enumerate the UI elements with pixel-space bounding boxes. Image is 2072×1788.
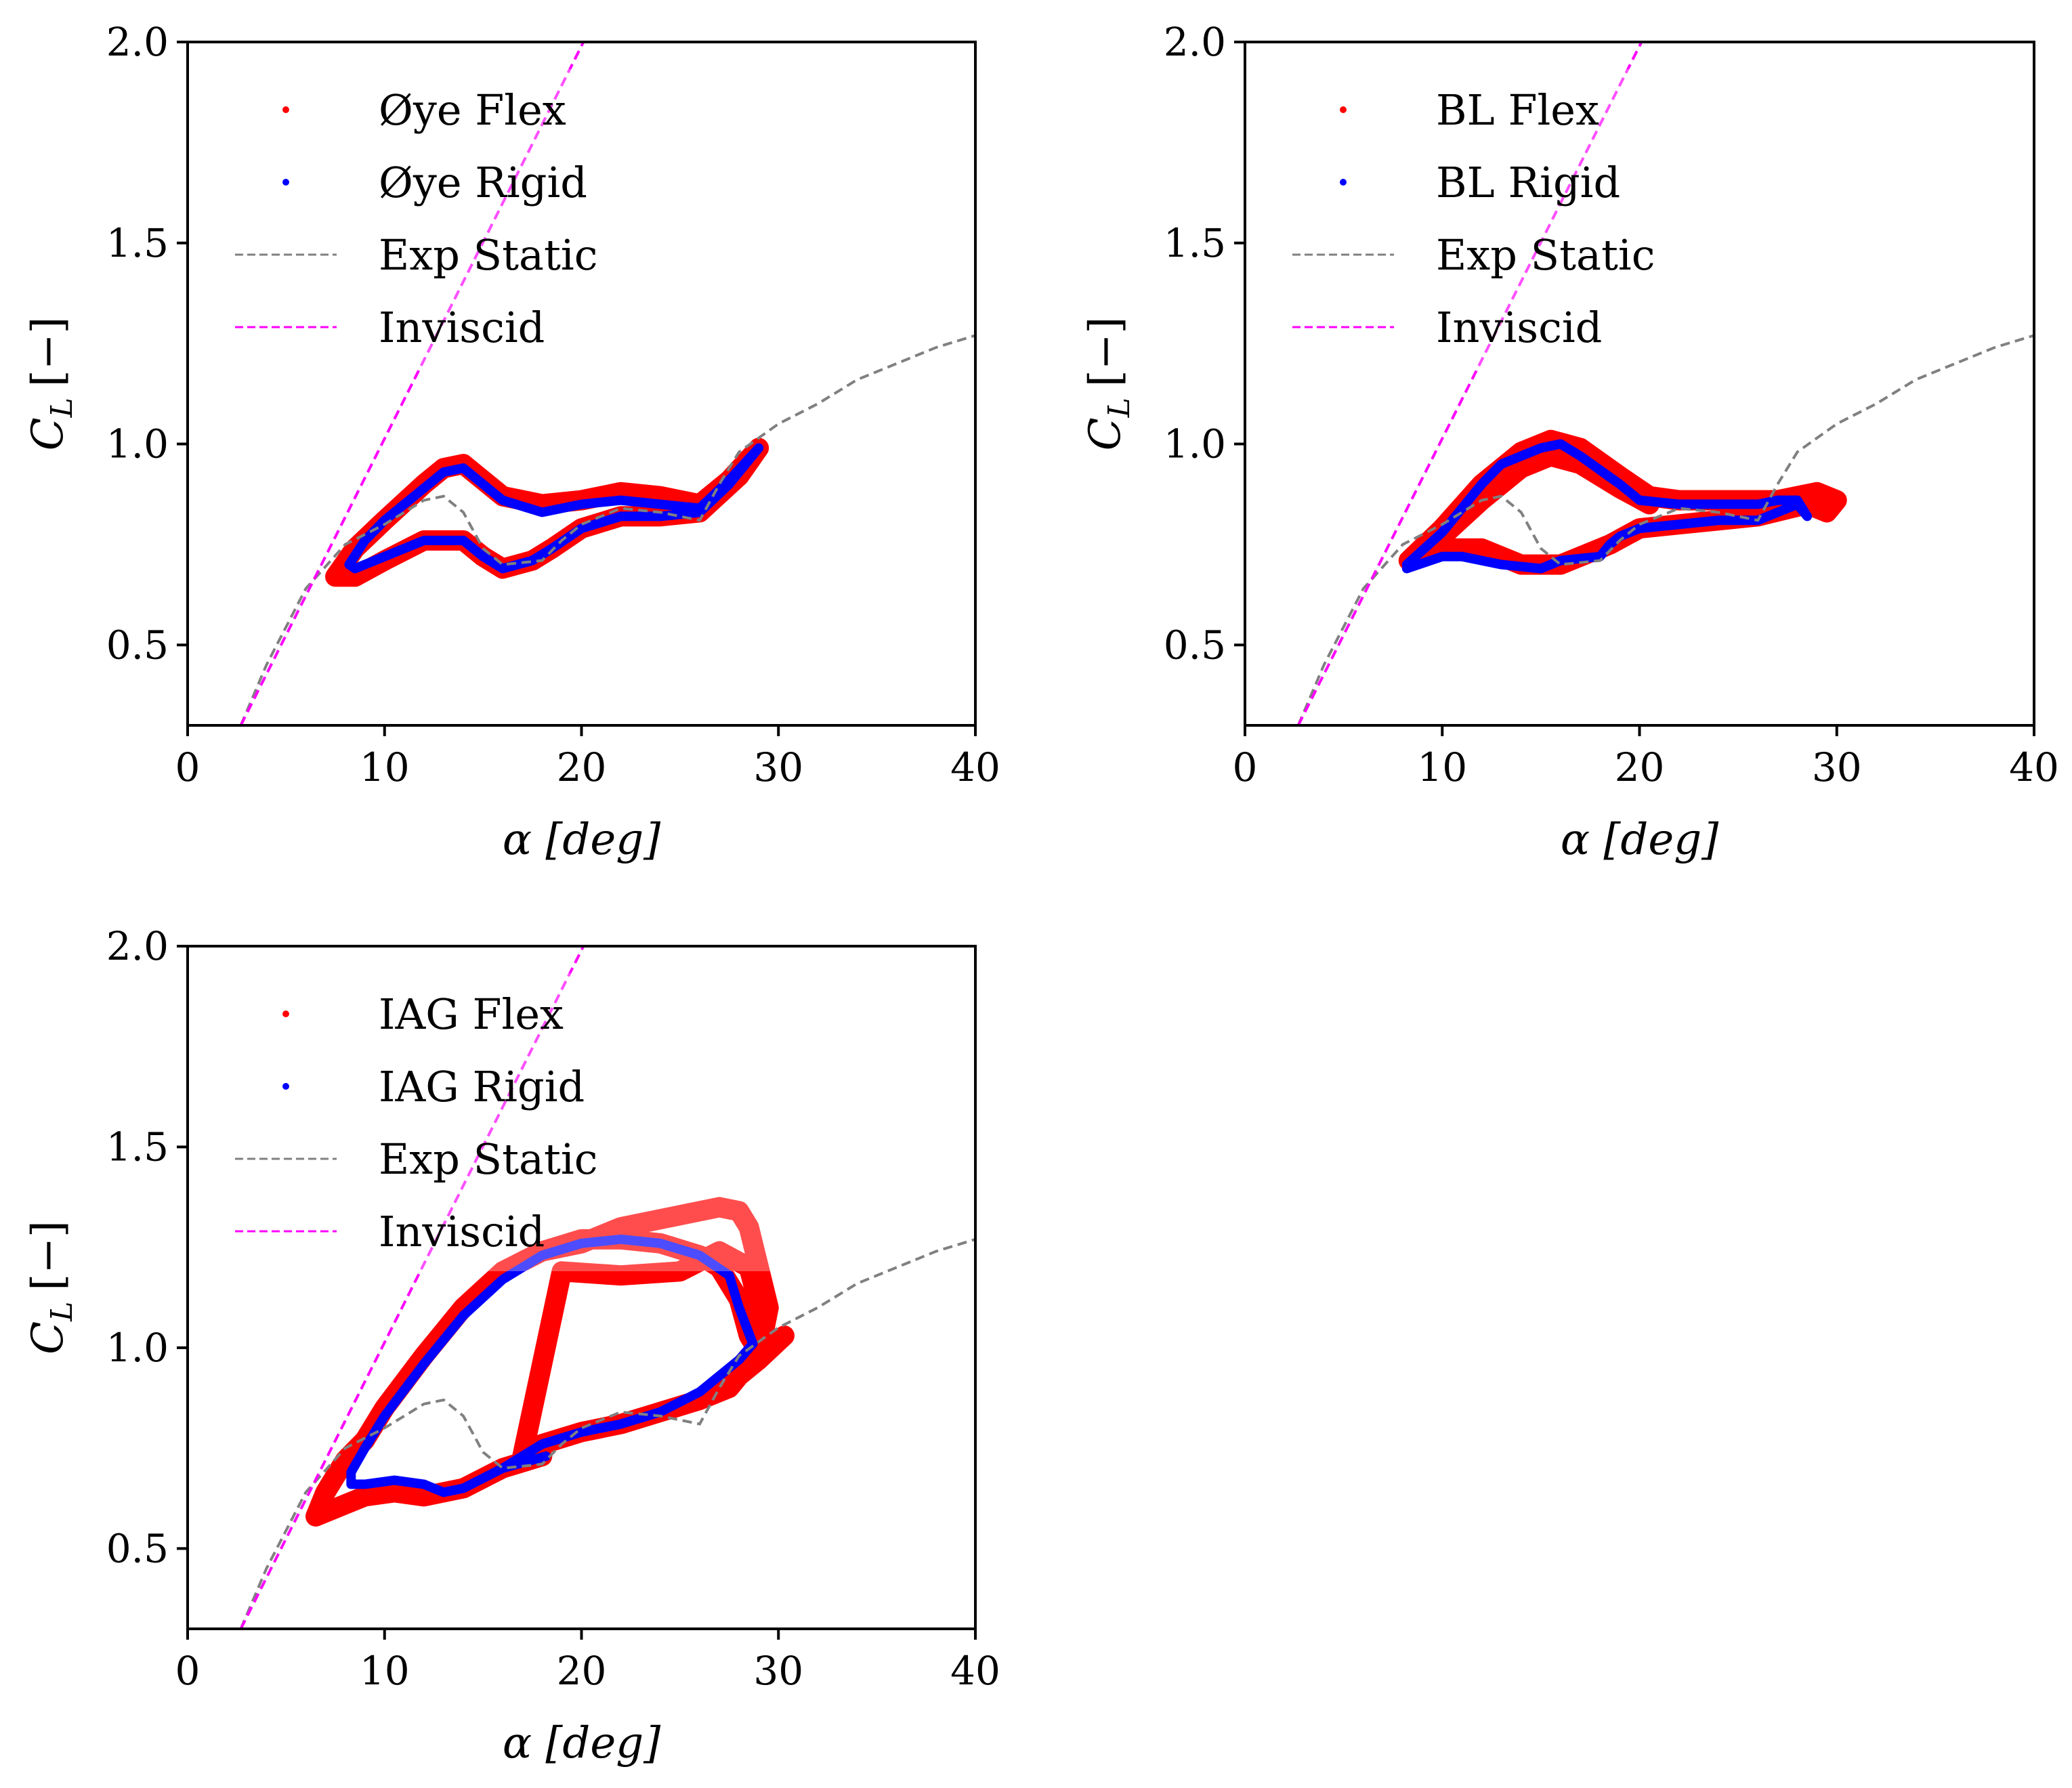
x-tick-label: 20 [557,1648,607,1694]
series-inviscid [239,946,585,1629]
series-exp-static [239,1237,975,1629]
x-tick-label: 30 [753,744,803,790]
legend-label: Exp Static [379,230,597,280]
x-tick-label: 10 [360,744,410,790]
x-tick-label: 0 [175,1648,200,1694]
y-axis-label: CL [−] [23,1220,79,1355]
y-tick-label: 1.0 [1164,421,1226,467]
legend-marker [1340,106,1347,113]
legend-label: Exp Static [1436,230,1655,280]
y-tick-label: 2.0 [106,923,169,969]
y-label-sub: L [45,1302,79,1322]
legend-marker [282,179,289,186]
legend-marker [282,106,289,113]
x-tick-label: 40 [950,744,1000,790]
y-label-unit: [−] [1080,317,1130,387]
legend-marker [1340,179,1347,186]
x-tick-label: 10 [360,1648,410,1694]
legend-box [215,973,811,1271]
x-tick-label: 20 [1615,744,1665,790]
panel-3: 0 10 20 30 40 0.5 1.0 1.5 2.0 α [deg] CL [−] IAG Fle… [23,923,1000,1768]
y-tick-label: 2.0 [1164,19,1226,65]
y-tick-label: 0.5 [1164,622,1226,668]
x-axis-label: α [deg] [503,815,661,865]
series-inviscid [239,42,585,725]
y-label-sub: L [1102,398,1137,418]
legend: BL Flex BL Rigid Exp Static Inviscid [1272,69,1868,367]
y-label-main: C [23,417,73,450]
x-tick-label: 10 [1417,744,1467,790]
panel-1: 0 10 20 30 40 0.5 1.0 1.5 2.0 α [deg] CL [−] Øye Fle… [23,19,1000,865]
legend-label: Øye Flex [379,85,566,135]
y-tick-label: 2.0 [106,19,169,65]
y-tick-label: 1.5 [106,220,169,266]
legend-label: Inviscid [1436,303,1602,352]
x-tick-label: 40 [2009,744,2059,790]
series-exp-static [239,334,975,725]
y-label-main: C [1080,417,1130,450]
legend-box [1272,69,1868,367]
plot-area [239,946,975,1629]
legend-label: Inviscid [379,1207,545,1256]
y-tick-label: 1.0 [106,421,169,467]
legend-marker [282,1010,289,1017]
y-label-unit: [−] [23,1220,73,1291]
legend-label: Exp Static [379,1134,597,1184]
x-tick-label: 0 [175,744,200,790]
y-axis-label: CL [−] [1080,317,1137,451]
x-axis-label: α [deg] [1561,815,1719,865]
legend-label: BL Rigid [1436,158,1620,207]
plot-area [239,42,975,725]
y-label-main: C [23,1321,73,1355]
y-tick-label: 0.5 [106,1525,169,1571]
legend-label: Inviscid [379,303,545,352]
series-inviscid [1296,42,1643,725]
legend: Øye Flex Øye Rigid Exp Static Inviscid [215,69,811,367]
legend-label: BL Flex [1436,85,1599,135]
x-tick-label: 40 [950,1648,1000,1694]
series--ye-rigid [344,443,764,574]
x-tick-label: 30 [753,1648,803,1694]
y-tick-label: 1.5 [106,1124,169,1170]
series-iag-flex [305,1197,795,1527]
x-axis-label: α [deg] [503,1718,661,1768]
series-exp-static [1296,334,2034,725]
legend-label: Øye Rigid [379,158,587,207]
legend-label: IAG Rigid [379,1062,585,1111]
y-axis-label: CL [−] [23,317,79,451]
series-iag-rigid [346,1234,758,1497]
y-tick-label: 1.0 [106,1325,169,1371]
legend-box [215,69,811,367]
legend: IAG Flex IAG Rigid Exp Static Inviscid [215,973,811,1271]
x-tick-label: 20 [557,744,607,790]
x-tick-label: 0 [1233,744,1258,790]
plot-area [1296,42,2034,725]
y-label-sub: L [45,398,79,418]
y-tick-label: 0.5 [106,622,169,668]
y-tick-label: 1.5 [1164,220,1226,266]
y-label-unit: [−] [23,317,73,387]
panel-2: 0 10 20 30 40 0.5 1.0 1.5 2.0 α [deg] CL [−] BL Flex… [1080,19,2059,865]
legend-marker [282,1083,289,1090]
x-tick-label: 30 [1812,744,1862,790]
legend-label: IAG Flex [379,989,564,1039]
